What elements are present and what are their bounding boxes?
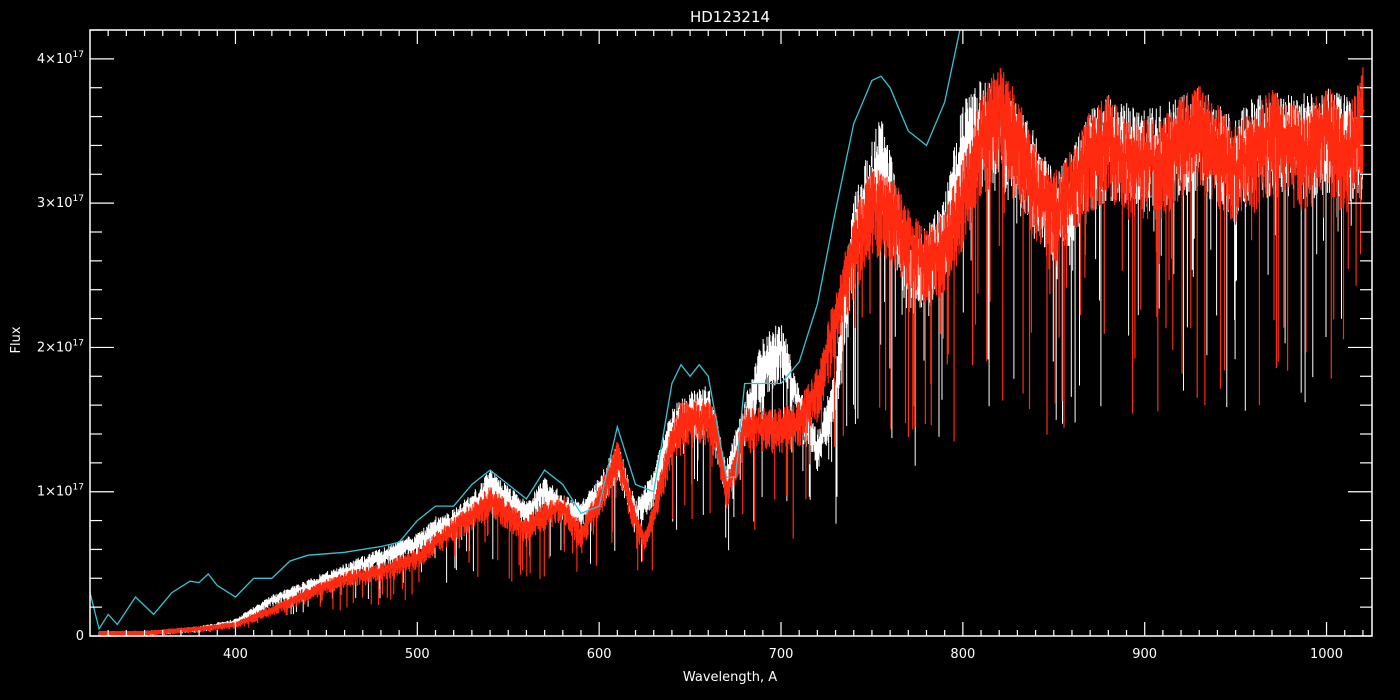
chart-title: HD123214 xyxy=(690,8,770,26)
series-line-2 xyxy=(99,105,1365,636)
plot-frame xyxy=(89,29,1373,637)
y-tick-label: 1×1017 xyxy=(37,483,84,500)
series-line-3 xyxy=(90,30,961,631)
x-tick-label: 800 xyxy=(950,647,975,662)
y-tick-label: 0 xyxy=(76,629,84,644)
x-tick-label: 600 xyxy=(587,647,612,662)
x-tick-label: 400 xyxy=(223,647,248,662)
series-noise-2 xyxy=(98,67,1364,636)
y-tick-label: 3×1017 xyxy=(37,194,84,211)
x-tick-label: 500 xyxy=(405,647,430,662)
axes-layer: 400 500 600 700 800 900 1000 0 1×1017 2×1017 3×101… xyxy=(37,29,1373,662)
x-axis-title: Wavelength, A xyxy=(683,670,777,685)
x-tick-label: 1000 xyxy=(1310,647,1343,662)
y-axis-title: Flux xyxy=(9,326,24,353)
y-tick-label: 4×1017 xyxy=(37,50,84,67)
series-layer xyxy=(90,30,1365,636)
x-tick-label: 900 xyxy=(1132,647,1157,662)
y-tick-label: 2×1017 xyxy=(37,338,84,355)
x-tick-label: 700 xyxy=(769,647,794,662)
